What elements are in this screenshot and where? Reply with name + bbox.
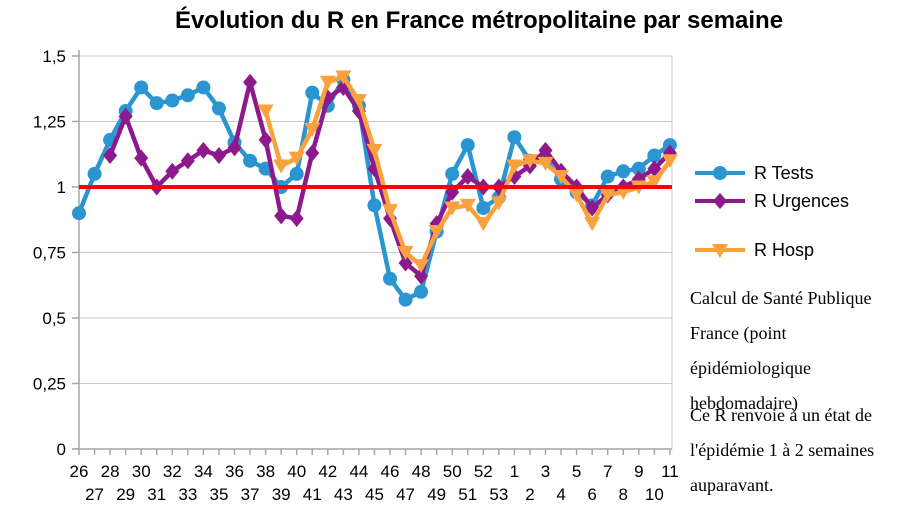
svg-text:53: 53: [489, 485, 508, 504]
svg-text:3: 3: [541, 462, 550, 481]
svg-text:1,5: 1,5: [42, 47, 66, 66]
svg-text:5: 5: [572, 462, 581, 481]
svg-text:46: 46: [381, 462, 400, 481]
triangle-marker-icon: [712, 244, 728, 258]
svg-text:30: 30: [132, 462, 151, 481]
svg-text:6: 6: [587, 485, 596, 504]
svg-text:4: 4: [556, 485, 565, 504]
svg-text:36: 36: [225, 462, 244, 481]
svg-text:44: 44: [349, 462, 368, 481]
svg-text:1: 1: [510, 462, 519, 481]
svg-text:8: 8: [619, 485, 628, 504]
svg-text:0,75: 0,75: [33, 244, 66, 263]
svg-text:28: 28: [101, 462, 120, 481]
svg-text:43: 43: [334, 485, 353, 504]
legend-item-r-tests: R Tests: [694, 162, 814, 184]
circle-marker-icon: [713, 166, 727, 180]
svg-text:27: 27: [85, 485, 104, 504]
svg-text:39: 39: [272, 485, 291, 504]
svg-text:34: 34: [194, 462, 213, 481]
svg-text:0,25: 0,25: [33, 375, 66, 394]
svg-text:33: 33: [178, 485, 197, 504]
svg-text:10: 10: [645, 485, 664, 504]
legend-item-r-urgences: R Urgences: [694, 190, 849, 212]
legend-label: R Urgences: [754, 190, 850, 211]
svg-text:2: 2: [525, 485, 534, 504]
annotation-note: Ce R renvoie à un état de l'épidémie 1 à…: [690, 405, 875, 495]
svg-text:31: 31: [147, 485, 166, 504]
diamond-marker-icon: [713, 193, 727, 209]
svg-text:42: 42: [318, 462, 337, 481]
svg-text:9: 9: [634, 462, 643, 481]
svg-text:51: 51: [458, 485, 477, 504]
svg-text:0: 0: [57, 440, 66, 459]
svg-text:41: 41: [303, 485, 322, 504]
svg-text:29: 29: [116, 485, 135, 504]
svg-text:7: 7: [603, 462, 612, 481]
svg-text:38: 38: [256, 462, 275, 481]
svg-text:26: 26: [70, 462, 89, 481]
svg-text:47: 47: [396, 485, 415, 504]
svg-text:32: 32: [163, 462, 182, 481]
legend-item-r-hosp: R Hosp: [694, 239, 814, 261]
legend-label: R Hosp: [754, 239, 815, 260]
svg-text:35: 35: [209, 485, 228, 504]
svg-text:49: 49: [427, 485, 446, 504]
svg-text:1,25: 1,25: [33, 113, 66, 132]
annotation-source: Calcul de Santé Publique France (point é…: [690, 288, 872, 413]
svg-text:52: 52: [474, 462, 493, 481]
svg-text:48: 48: [412, 462, 431, 481]
chart-title: Évolution du R en France métropolitaine …: [174, 7, 784, 34]
svg-text:40: 40: [287, 462, 306, 481]
legend-sample-r-urgences: [695, 193, 745, 209]
legend-label: R Tests: [754, 162, 814, 183]
svg-text:50: 50: [443, 462, 462, 481]
svg-text:37: 37: [241, 485, 260, 504]
svg-text:45: 45: [365, 485, 384, 504]
legend-sample-r-hosp: [695, 244, 745, 258]
svg-text:0,5: 0,5: [42, 309, 66, 328]
legend-sample-r-tests: [695, 166, 745, 180]
svg-text:1: 1: [57, 178, 66, 197]
svg-text:11: 11: [661, 462, 679, 481]
